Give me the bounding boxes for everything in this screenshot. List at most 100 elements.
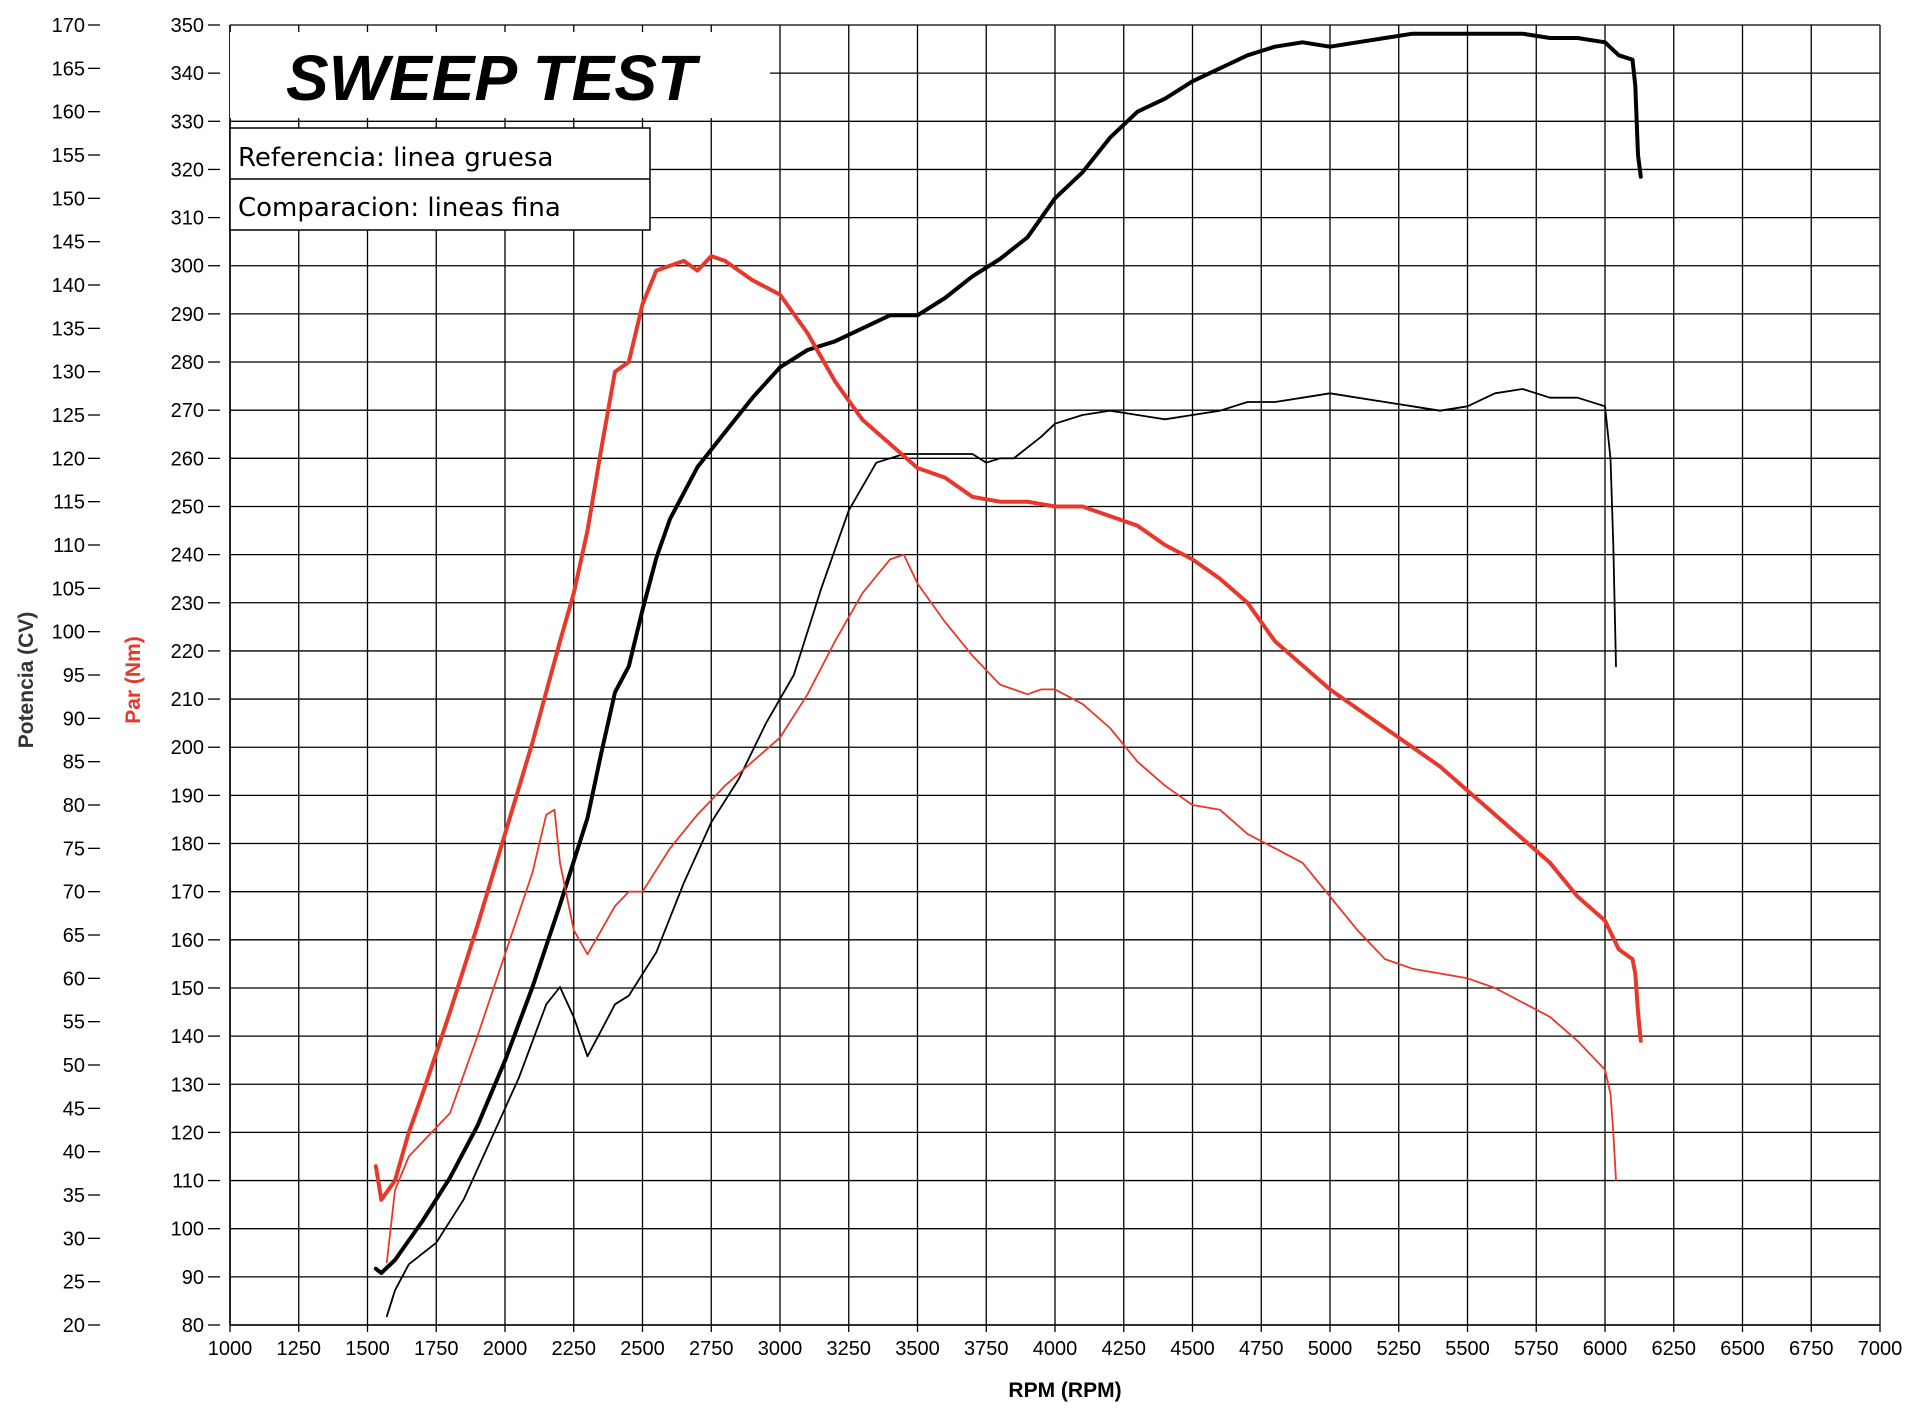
torque-tick-label: 280	[171, 352, 204, 374]
power-tick-label: 130	[52, 362, 85, 384]
power-tick-label: 125	[52, 405, 85, 427]
power-tick-label: 50	[63, 1055, 85, 1077]
power-tick-label: 150	[52, 188, 85, 210]
power-tick-label: 40	[63, 1142, 85, 1164]
torque-tick-label: 240	[171, 545, 204, 567]
torque-tick-label: 300	[171, 256, 204, 278]
series-line-potencia-referencia	[373, 31, 1643, 1275]
x-tick-label: 3250	[827, 1338, 872, 1360]
torque-tick-label: 210	[171, 689, 204, 711]
power-tick-label: 35	[63, 1185, 85, 1207]
torque-tick-label: 150	[171, 978, 204, 1000]
axes: 1000 1250 1500 1750 2000 2250 2500 2750 3000 3250…	[52, 15, 1903, 1360]
power-tick-label: 45	[63, 1098, 85, 1120]
torque-tick-label: 260	[171, 448, 204, 470]
power-tick-label: 100	[52, 622, 85, 644]
torque-tick-label: 270	[171, 400, 204, 422]
torque-tick-label: 160	[171, 930, 204, 952]
chart-title: SWEEP TEST	[286, 42, 701, 114]
power-tick-label: 65	[63, 925, 85, 947]
torque-tick-label: 110	[172, 1171, 204, 1193]
power-tick-label: 60	[63, 968, 85, 990]
x-tick-label: 1750	[414, 1338, 459, 1360]
grid-lines	[229, 24, 1881, 1326]
title-background	[230, 32, 770, 118]
power-tick-label: 105	[52, 578, 85, 600]
power-tick-label: 75	[63, 838, 85, 860]
y-axis-title-power: Potencia (CV)	[15, 612, 38, 749]
x-tick-label: 2500	[620, 1338, 665, 1360]
torque-tick-label: 130	[171, 1074, 204, 1096]
power-tick-label: 90	[63, 708, 85, 730]
x-tick-label: 6500	[1720, 1338, 1765, 1360]
x-tick-label: 5500	[1445, 1338, 1490, 1360]
x-tick-label: 5250	[1377, 1338, 1422, 1360]
power-tick-label: 95	[63, 665, 85, 687]
x-tick-label: 1000	[208, 1338, 253, 1360]
power-tick-label: 160	[52, 102, 85, 124]
power-tick-label: 135	[52, 318, 85, 340]
legend-entry-comparison: Comparacion: lineas fina	[238, 193, 561, 223]
x-tick-label: 4250	[1102, 1338, 1147, 1360]
torque-tick-label: 230	[171, 593, 204, 615]
power-tick-label: 30	[63, 1228, 85, 1250]
torque-tick-label: 330	[171, 111, 204, 133]
x-tick-label: 1250	[277, 1338, 322, 1360]
x-tick-label: 5750	[1514, 1338, 1559, 1360]
torque-tick-label: 170	[171, 882, 204, 904]
torque-tick-label: 100	[171, 1219, 204, 1241]
torque-tick-label: 180	[171, 834, 204, 856]
power-tick-label: 115	[53, 492, 85, 514]
x-tick-label: 6000	[1583, 1338, 1628, 1360]
torque-tick-label: 250	[171, 496, 204, 518]
x-tick-label: 4500	[1170, 1338, 1215, 1360]
power-tick-label: 140	[52, 275, 85, 297]
power-tick-label: 85	[63, 752, 85, 774]
series-layer	[373, 31, 1643, 1318]
x-tick-label: 2000	[483, 1338, 528, 1360]
x-tick-label: 1500	[345, 1338, 390, 1360]
y-axis-title-torque: Par (Nm)	[122, 636, 145, 724]
title-box: SWEEP TEST	[230, 32, 770, 118]
power-tick-label: 20	[63, 1315, 85, 1337]
torque-tick-label: 220	[171, 641, 204, 663]
x-tick-label: 6750	[1789, 1338, 1834, 1360]
x-tick-label: 2250	[552, 1338, 597, 1360]
power-tick-label: 155	[52, 145, 85, 167]
x-tick-label: 2750	[689, 1338, 734, 1360]
x-axis-title: RPM (RPM)	[1008, 1379, 1121, 1402]
torque-tick-label: 120	[171, 1122, 204, 1144]
torque-tick-label: 140	[171, 1026, 204, 1048]
torque-tick-label: 190	[171, 785, 204, 807]
legend-box: Referencia: linea gruesa Comparacion: li…	[229, 127, 651, 231]
power-tick-label: 165	[52, 58, 85, 80]
power-tick-label: 80	[63, 795, 85, 817]
power-tick-label: 70	[63, 882, 85, 904]
x-tick-label: 4000	[1033, 1338, 1078, 1360]
x-tick-label: 5000	[1308, 1338, 1353, 1360]
torque-tick-label: 290	[171, 304, 204, 326]
power-tick-label: 170	[52, 15, 85, 37]
power-tick-label: 145	[52, 232, 85, 254]
x-tick-label: 3000	[758, 1338, 803, 1360]
torque-tick-label: 320	[171, 159, 204, 181]
legend-entry-reference: Referencia: linea gruesa	[238, 143, 553, 173]
x-tick-label: 3750	[964, 1338, 1009, 1360]
x-tick-label: 6250	[1652, 1338, 1697, 1360]
x-tick-label: 4750	[1239, 1338, 1284, 1360]
series-line-potencia-comparacion	[385, 388, 1617, 1318]
torque-tick-label: 340	[171, 63, 204, 85]
power-tick-label: 120	[52, 448, 85, 470]
power-tick-label: 55	[63, 1012, 85, 1034]
power-tick-label: 110	[53, 535, 85, 557]
x-tick-label: 3500	[895, 1338, 940, 1360]
torque-tick-label: 80	[182, 1315, 204, 1337]
torque-tick-label: 350	[171, 15, 204, 37]
series-line-par-referencia	[373, 254, 1643, 1202]
torque-tick-label: 200	[171, 737, 204, 759]
series-line-par-comparacion	[385, 553, 1617, 1264]
x-tick-label: 7000	[1858, 1338, 1903, 1360]
power-tick-label: 25	[63, 1272, 85, 1294]
torque-tick-label: 90	[182, 1267, 204, 1289]
